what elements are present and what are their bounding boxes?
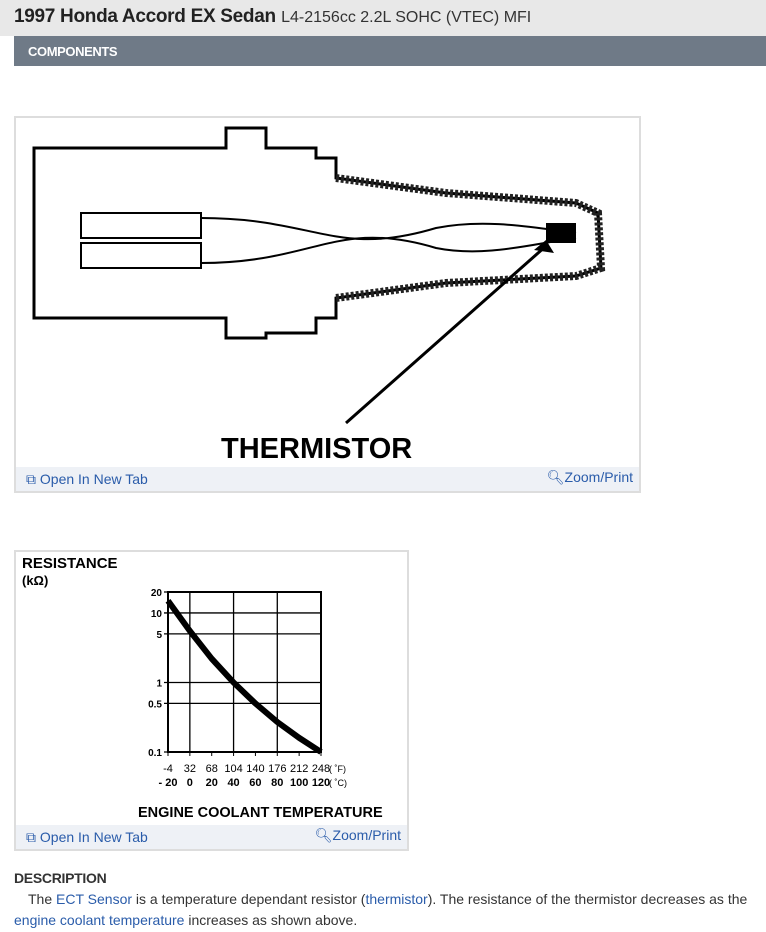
x-axis-label: ENGINE COOLANT TEMPERATURE (138, 805, 383, 821)
y-tick-label: 0.1 (148, 748, 162, 759)
text: increases as shown above. (184, 912, 358, 928)
thermistor-diagram: THERMISTOR (32, 126, 606, 465)
text: The (28, 891, 57, 907)
open-new-tab-link[interactable]: ⧉ Open In New Tab (26, 471, 148, 488)
figure-resistance-chart: RESISTANCE (kΩ) ENGINE COOLANT TEMPERATU… (14, 550, 409, 851)
open-new-tab-link[interactable]: ⧉ Open In New Tab (26, 829, 148, 846)
section-bar: COMPONENTS (14, 36, 766, 66)
vehicle-title: 1997 Honda Accord EX Sedan (14, 6, 276, 27)
x-tick-label-c: 60 (249, 777, 261, 789)
y-axis-unit: (kΩ) (22, 573, 48, 588)
y-tick-label: 1 (156, 678, 162, 689)
open-new-tab-label: Open In New Tab (39, 829, 148, 845)
open-new-tab-label: Open In New Tab (39, 471, 148, 487)
plot-frame (167, 591, 322, 753)
y-tick-label: 10 (151, 609, 163, 620)
thermistor-link[interactable]: thermistor (365, 891, 428, 907)
page-header: 1997 Honda Accord EX Sedan L4-2156cc 2.2… (0, 0, 766, 36)
x-tick-label-c: 100 (290, 777, 308, 789)
x-tick-label-f: 32 (184, 763, 196, 775)
x-tick-label-f: 176 (268, 763, 286, 775)
open-new-tab-icon: ⧉ (26, 829, 36, 845)
zoom-print-link[interactable]: 🔍︎Zoom/Print (547, 469, 633, 486)
text: is a temperature dependant resistor ( (132, 891, 366, 907)
thermistor-label: THERMISTOR (221, 433, 412, 465)
ect-sensor-link[interactable]: ECT Sensor (56, 891, 133, 907)
x-tick-label-f: 248 (312, 763, 330, 775)
x-tick-label-f: 140 (246, 763, 264, 775)
description-text: The ECT Sensor is a temperature dependan… (14, 889, 762, 931)
y-axis-label: RESISTANCE (22, 555, 118, 572)
resistance-curve (165, 598, 323, 755)
y-tick-label: 20 (151, 588, 163, 599)
x-unit-c: ( ˚C) (329, 778, 347, 788)
x-tick-label-f: -4 (163, 763, 173, 775)
x-tick-label-f: 68 (206, 763, 218, 775)
x-tick-label-c: 120 (312, 777, 330, 789)
figure-caption-bar: ⧉ Open In New Tab 🔍︎Zoom/Print (16, 467, 639, 491)
x-tick-label-f: 104 (224, 763, 242, 775)
zoom-icon: 🔍︎ (546, 469, 565, 485)
y-tick-label: 0.5 (148, 699, 162, 710)
engine-coolant-temperature-link[interactable]: engine coolant temperature (14, 912, 185, 928)
x-unit-f: ( ˚F) (329, 764, 346, 774)
y-tick-label: 5 (156, 630, 162, 641)
resistance-chart: RESISTANCE (kΩ) ENGINE COOLANT TEMPERATU… (22, 555, 383, 821)
x-tick-label-c: 0 (187, 777, 193, 789)
x-tick-label-c: 80 (271, 777, 283, 789)
zoom-print-label: Zoom/Print (332, 827, 401, 843)
x-tick-label-c: - 20 (159, 777, 178, 789)
text: ). The resistance of the thermistor decr… (427, 891, 748, 907)
zoom-print-link[interactable]: 🔍︎Zoom/Print (315, 827, 401, 844)
description-heading: DESCRIPTION (14, 870, 107, 886)
x-tick-label-c: 20 (206, 777, 218, 789)
x-tick-label-c: 40 (227, 777, 239, 789)
zoom-print-label: Zoom/Print (564, 469, 633, 485)
open-new-tab-icon: ⧉ (26, 471, 36, 487)
zoom-icon: 🔍︎ (314, 827, 333, 843)
engine-subtitle: L4-2156cc 2.2L SOHC (VTEC) MFI (281, 9, 532, 26)
figure-caption-bar: ⧉ Open In New Tab 🔍︎Zoom/Print (16, 825, 407, 849)
x-tick-label-f: 212 (290, 763, 308, 775)
figure-thermistor: THERMISTOR ⧉ Open In New Tab 🔍︎Zoom/Prin… (14, 116, 641, 493)
